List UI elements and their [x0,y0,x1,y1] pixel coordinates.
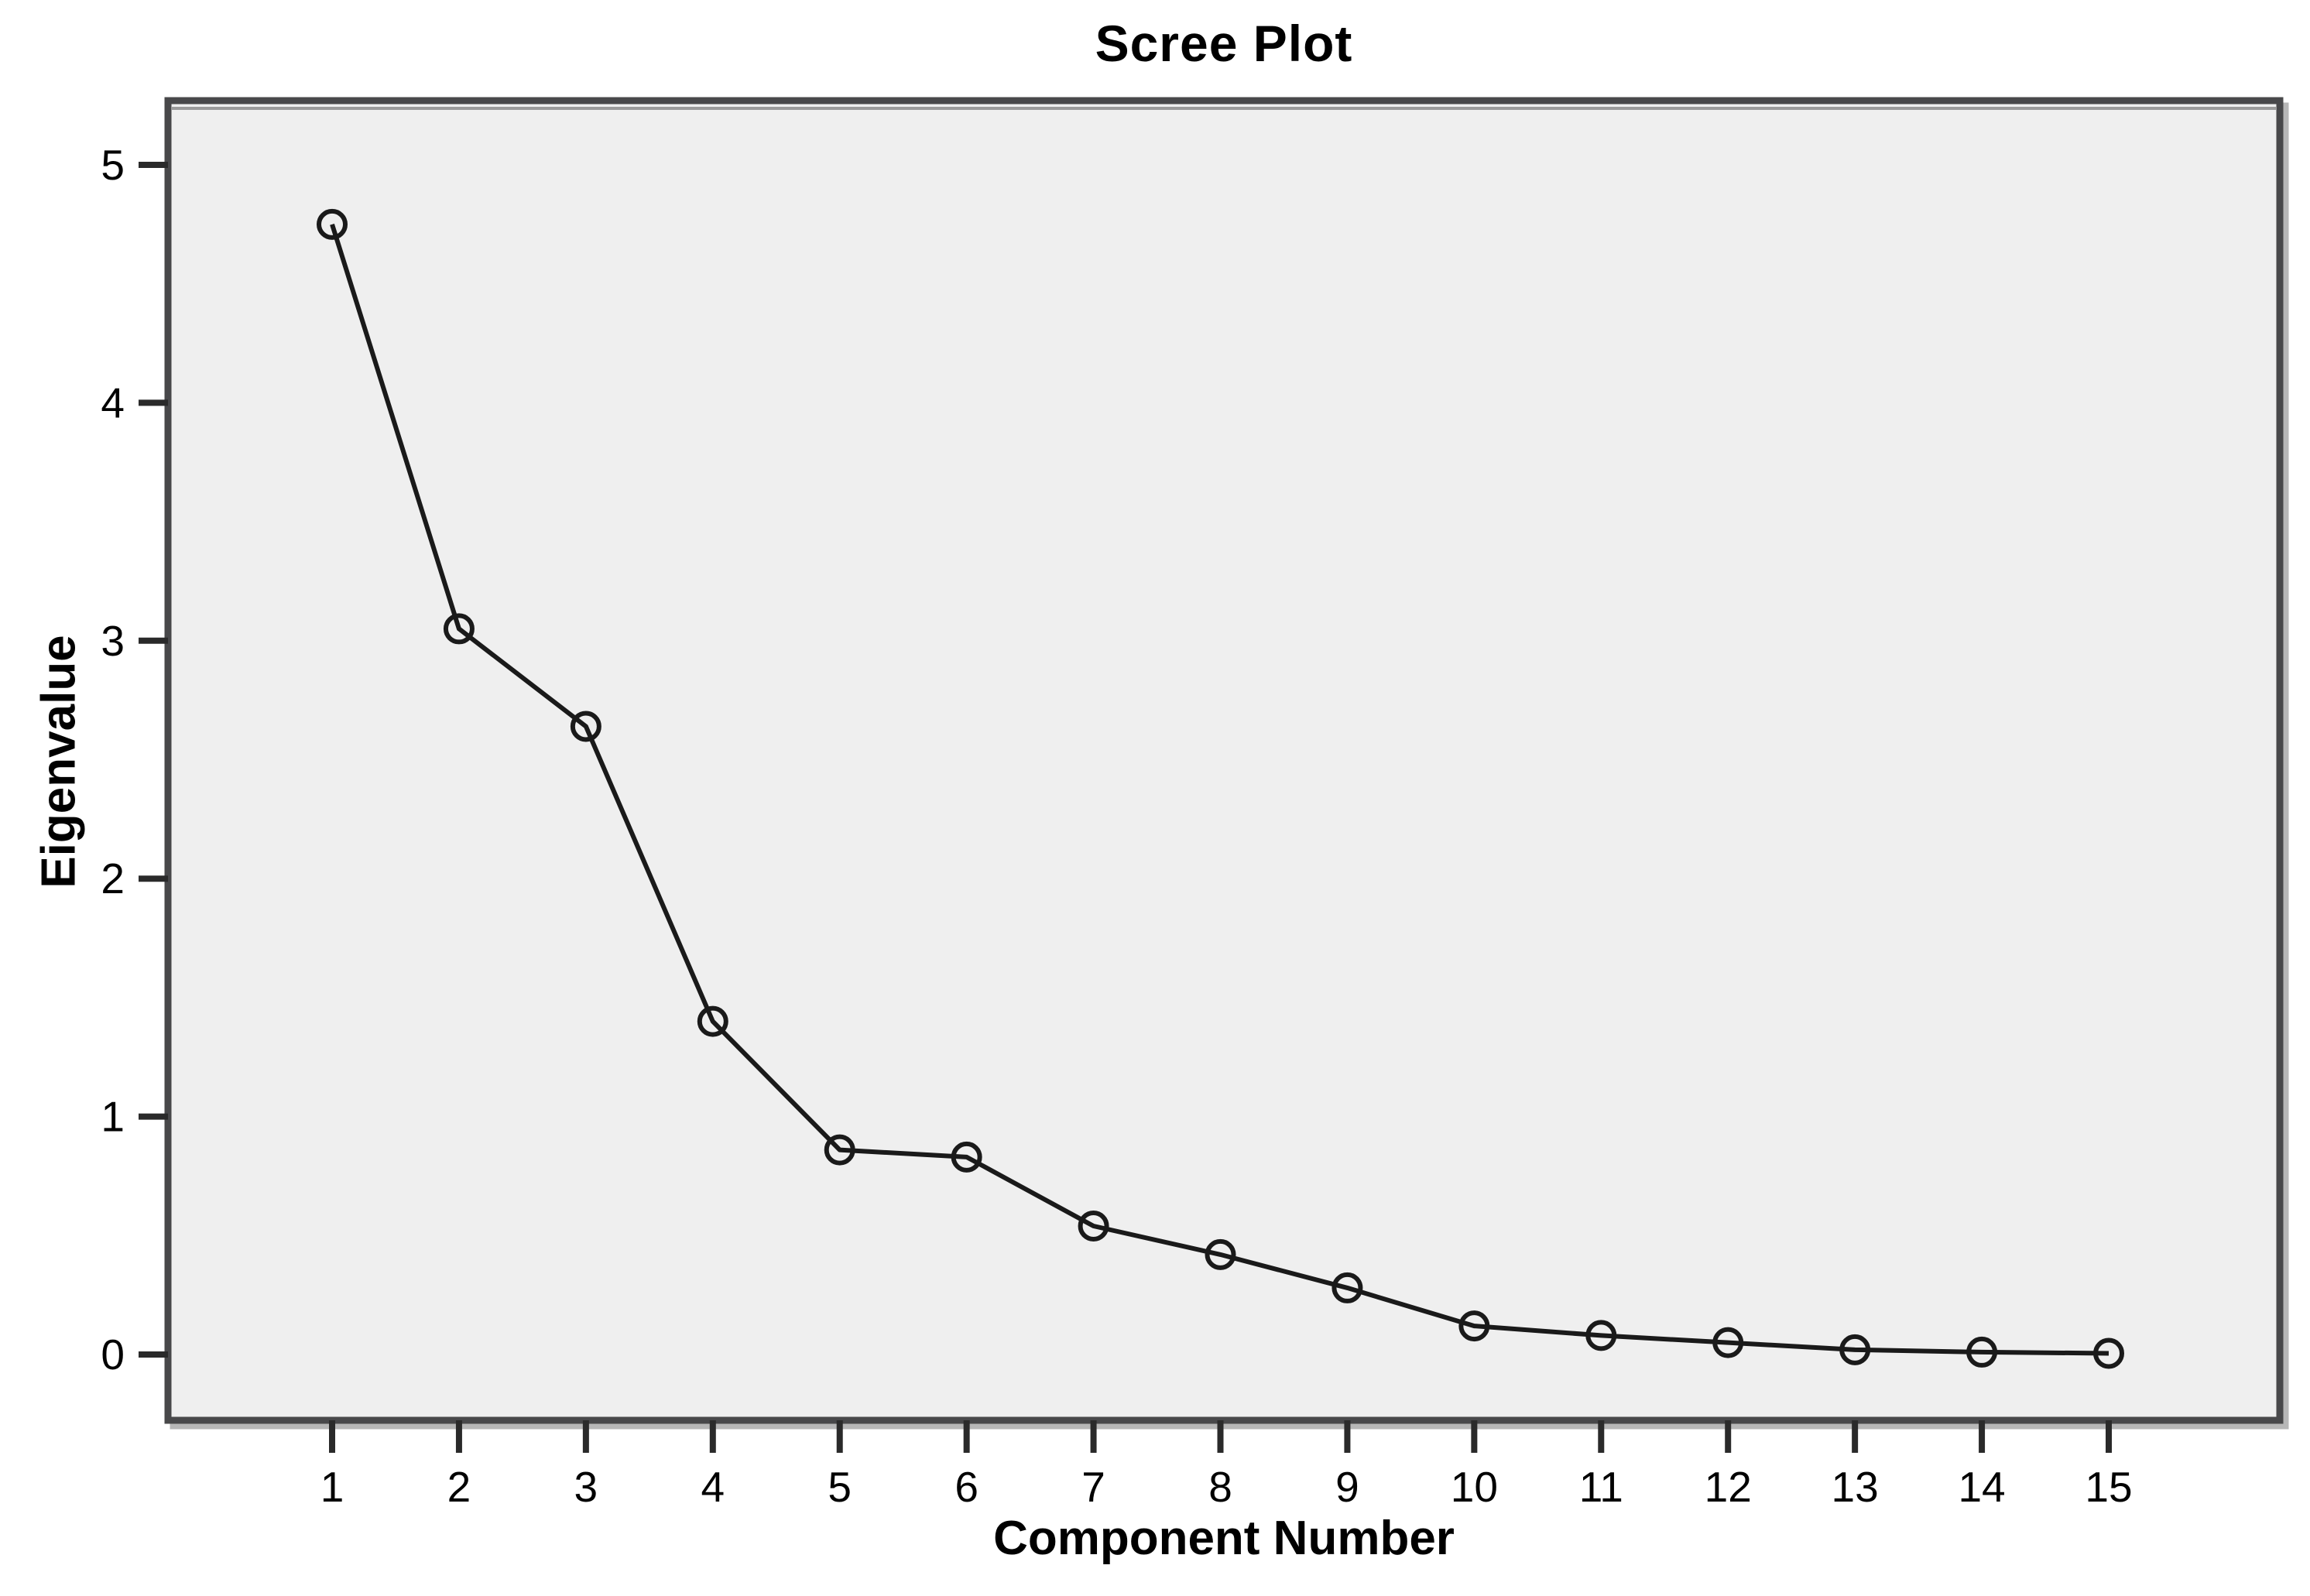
data-point-marker [1585,1320,1617,1351]
data-point-marker [1078,1211,1109,1242]
x-axis-tick-label: 3 [574,1463,598,1511]
data-point-marker [1205,1238,1236,1270]
y-axis-tick-label: 2 [101,855,125,902]
data-point-marker [824,1134,855,1166]
eigenvalue-line [330,223,2110,1356]
x-axis-tick-label: 14 [1958,1463,2005,1511]
y-axis-tick-label: 1 [101,1093,125,1141]
y-axis-tick-label: 4 [101,378,125,426]
x-axis-tick-label: 10 [1451,1463,1498,1511]
x-axis-tick-label: 7 [1081,1463,1105,1511]
x-axis-tick-label: 15 [2085,1463,2132,1511]
data-point-marker [443,613,475,645]
y-axis-tick-label: 5 [101,141,125,189]
chart-title: Scree Plot [1095,15,1353,72]
x-axis-tick-label: 5 [828,1463,852,1511]
data-point-marker [951,1141,982,1173]
y-axis-tick-label: 0 [101,1331,125,1379]
x-axis-tick-label: 9 [1335,1463,1359,1511]
data-point-marker [317,208,348,240]
x-axis-tick-label: 4 [701,1463,725,1511]
x-axis-tick-label: 6 [955,1463,978,1511]
x-axis-tick-label: 8 [1208,1463,1232,1511]
x-axis-tick-label: 13 [1832,1463,1879,1511]
data-point-marker [1332,1272,1363,1303]
data-point-marker [2093,1337,2124,1369]
data-point-marker [1839,1334,1871,1365]
data-point-marker [697,1005,728,1037]
x-axis-tick-label: 2 [447,1463,471,1511]
data-point-marker [1458,1310,1490,1342]
x-axis-tick-label: 1 [320,1463,344,1511]
y-axis-tick-label: 3 [101,617,125,665]
x-axis-title: Component Number [993,1512,1455,1565]
data-point-marker [1966,1336,1998,1368]
data-point-marker [1712,1327,1744,1358]
plot-frame [164,97,2284,1424]
x-axis-tick-label: 12 [1705,1463,1752,1511]
data-point-marker [570,711,601,742]
x-axis-tick-label: 11 [1579,1463,1623,1511]
